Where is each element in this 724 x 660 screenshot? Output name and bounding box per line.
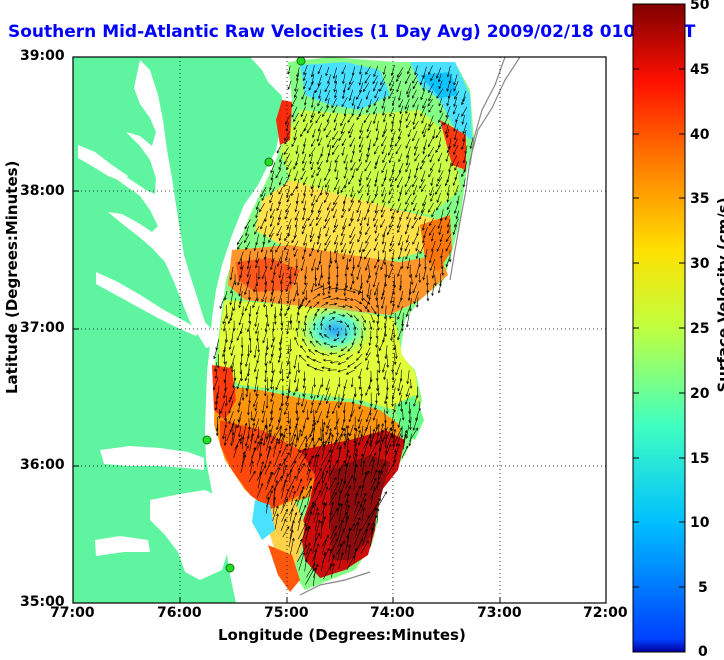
station-marker [202,435,212,445]
y-tick-label: 37:00 [20,320,65,336]
colorbar-tick-label: 30 [690,256,710,272]
y-tick-label: 39:00 [20,48,65,64]
velocity-field [212,57,474,592]
station-marker [225,563,235,573]
colorbar [632,3,686,653]
isobath-contour-2 [469,57,506,166]
colorbar-tick-label: 50 [690,0,710,13]
plot-frame [72,56,607,604]
colorbar-tick-label: 40 [690,127,710,143]
station-markers [202,57,306,573]
x-tick-label: 74:00 [370,605,415,621]
tick-marks [73,190,501,603]
station-marker [264,157,274,167]
james-river [96,272,200,336]
x-tick-label: 77:00 [50,605,95,621]
y-tick-label: 38:00 [20,183,65,199]
isobath-contour-3 [299,571,371,596]
colorbar-tick-label: 5 [698,580,708,596]
colorbar-tick-label: 20 [690,386,710,402]
land-mainland [73,57,282,603]
potomac-river [78,145,128,182]
x-tick-label: 75:00 [264,605,309,621]
isobath-contour [449,57,521,281]
albemarle-sound [100,446,204,470]
colorbar-tick-label: 15 [690,451,710,467]
x-tick-label: 73:00 [477,605,522,621]
y-axis-label: Latitude (Degrees:Minutes) [3,160,21,394]
map-title: Southern Mid-Atlantic Raw Velocities (1 … [8,22,696,42]
colorbar-tick-label: 45 [690,62,710,78]
chesapeake-bay [108,60,214,348]
neuse-river [95,536,150,556]
station-marker [296,57,306,66]
y-tick-label: 36:00 [20,457,65,473]
x-axis-label: Longitude (Degrees:Minutes) [218,626,466,644]
x-tick-label: 76:00 [157,605,202,621]
pamlico-sound [150,490,230,580]
velocity-arrows [213,64,474,587]
colorbar-ticks [633,3,685,588]
colorbar-tick-label: 0 [698,644,708,660]
x-tick-label: 72:00 [583,605,628,621]
colorbar-tick-label: 10 [690,515,710,531]
delaware-bay [262,57,282,80]
colorbar-tick-label: 35 [690,191,710,207]
colorbar-label: Surface Velocity (cm/s) [714,197,724,393]
colorbar-tick-label: 25 [690,321,710,337]
y-tick-label: 35:00 [20,594,65,610]
grid [73,57,606,603]
